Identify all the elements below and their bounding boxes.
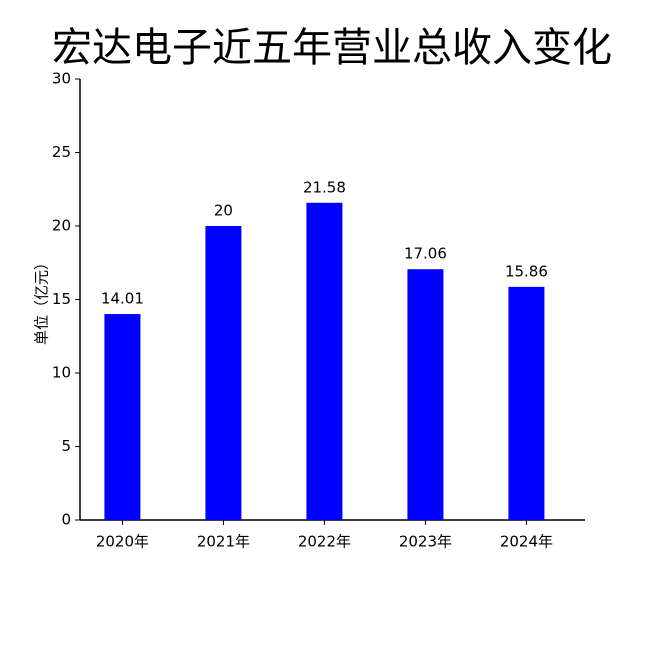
data-label: 20 bbox=[214, 202, 233, 220]
y-tick-label: 25 bbox=[52, 143, 71, 161]
y-tick-label: 30 bbox=[52, 70, 71, 88]
data-label: 21.58 bbox=[303, 178, 346, 196]
data-label: 14.01 bbox=[101, 290, 144, 308]
y-tick-label: 20 bbox=[52, 217, 71, 235]
y-tick-label: 5 bbox=[61, 437, 71, 455]
y-tick-label: 15 bbox=[52, 290, 71, 308]
y-tick-label: 10 bbox=[52, 364, 71, 382]
y-tick-label: 0 bbox=[61, 511, 71, 529]
bar bbox=[508, 286, 545, 520]
y-axis-label: 单位（亿元） bbox=[33, 255, 51, 345]
data-label: 17.06 bbox=[404, 245, 447, 263]
bar bbox=[407, 269, 444, 520]
data-label: 15.86 bbox=[505, 262, 548, 280]
bar bbox=[205, 226, 242, 520]
x-tick-label: 2023年 bbox=[399, 533, 452, 551]
x-tick-label: 2024年 bbox=[500, 533, 553, 551]
bar bbox=[104, 314, 141, 520]
x-tick-label: 2022年 bbox=[298, 533, 351, 551]
x-tick-label: 2021年 bbox=[197, 533, 250, 551]
x-tick-label: 2020年 bbox=[96, 533, 149, 551]
chart-title: 宏达电子近五年营业总收入变化 bbox=[52, 25, 612, 71]
bar bbox=[306, 202, 343, 521]
